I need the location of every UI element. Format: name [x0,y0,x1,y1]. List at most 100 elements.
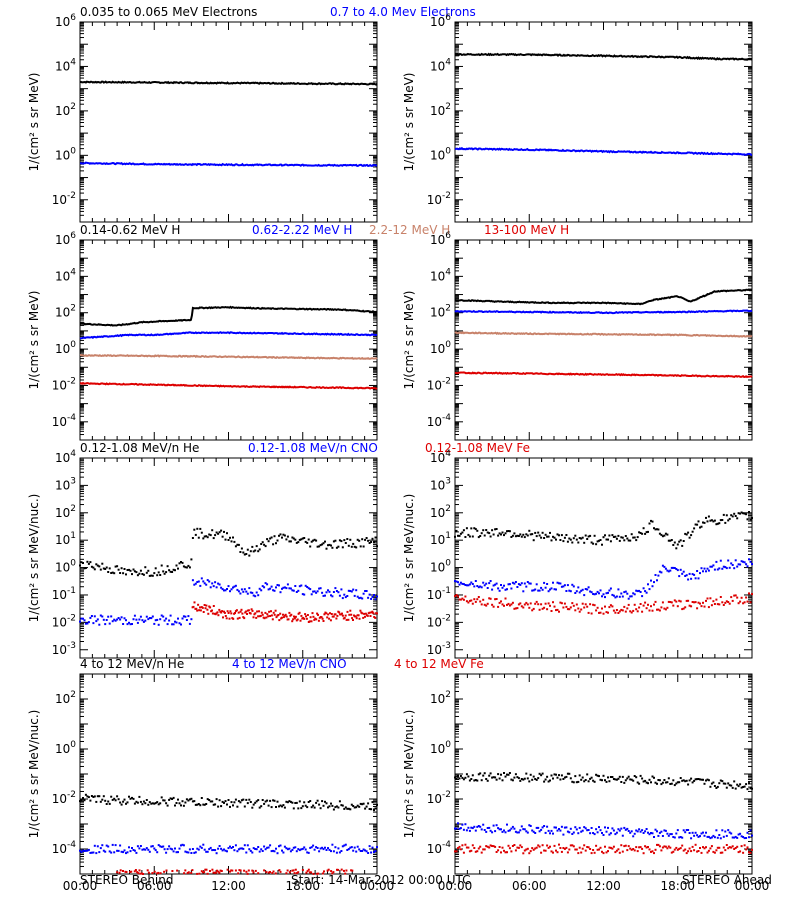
data-point [749,560,752,563]
data-point [261,585,264,588]
data-point [653,852,655,855]
data-point [642,527,645,530]
data-point [194,803,197,806]
data-point [291,536,294,539]
data-point [687,783,690,786]
panel-title-4-1: 4 to 12 MeV/n He [80,657,184,671]
data-point [690,534,693,537]
data-point [221,588,224,591]
data-point [595,609,598,612]
data-point [293,617,296,620]
data-point [322,542,325,545]
data-point [282,613,284,616]
data-point [693,527,696,530]
data-point [105,619,108,621]
data-point [526,534,529,537]
data-point [480,779,483,782]
data-point [169,570,172,573]
data-point [465,600,468,603]
data-point [178,562,181,565]
data-point [627,775,630,778]
data-point [751,593,753,596]
data-point [584,827,587,830]
data-point [517,583,520,586]
data-point [627,539,630,542]
data-point [151,574,154,577]
data-point [660,849,663,852]
data-point [656,782,658,785]
data-point [175,851,178,854]
data-point [353,545,356,548]
data-point [703,834,706,837]
data-point [237,611,240,614]
data-point [286,801,289,804]
data-point [730,596,733,599]
data-point [365,850,368,853]
data-point [338,611,341,614]
data-point [199,527,202,530]
data-point [467,775,470,778]
data-point [338,851,341,854]
data-point [281,616,283,619]
y-tick-label: 102 [55,504,76,520]
data-point [679,836,682,838]
data-point [748,511,750,513]
data-point [251,806,254,809]
data-point [647,831,649,834]
series-2 [454,309,753,315]
data-point [506,530,508,533]
data-point [531,829,534,832]
data-point [558,610,560,613]
data-point [89,851,92,854]
data-point [177,851,179,854]
data-point [624,844,627,847]
y-tick-label: 10-4 [52,413,77,429]
data-point [345,869,348,872]
data-point [543,780,546,783]
data-point [128,795,130,798]
data-point [325,591,328,594]
data-point [685,599,688,602]
data-point [87,796,90,799]
data-point [153,802,156,805]
data-point [605,538,608,541]
data-point [676,605,679,608]
data-point [739,512,742,515]
y-tick-label: 100 [55,559,76,575]
data-point [324,594,326,597]
data-point [745,848,748,851]
data-point [156,851,159,854]
data-point [722,565,725,568]
data-point [718,846,721,849]
data-point [272,799,275,802]
data-point [306,541,309,544]
data-point [503,849,505,852]
data-point [459,827,462,830]
data-point [175,621,178,624]
data-point [159,618,162,621]
data-point [734,847,737,849]
data-point [142,848,145,851]
data-point [144,802,147,805]
data-point [514,849,517,852]
data-point [590,591,593,594]
data-point [596,848,599,851]
data-point [563,776,566,779]
data-point [595,828,598,831]
data-point [254,848,257,850]
data-point [128,568,130,571]
data-point [462,583,465,586]
data-point [520,846,523,849]
data-point [120,850,123,853]
data-point [367,596,370,599]
data-point [632,536,635,539]
data-point [86,560,89,563]
data-point [285,847,288,850]
data-point [187,615,190,618]
data-point [635,608,638,611]
data-point [657,843,660,846]
data-point [620,781,623,783]
data-point [227,585,230,588]
data-point [601,607,603,610]
